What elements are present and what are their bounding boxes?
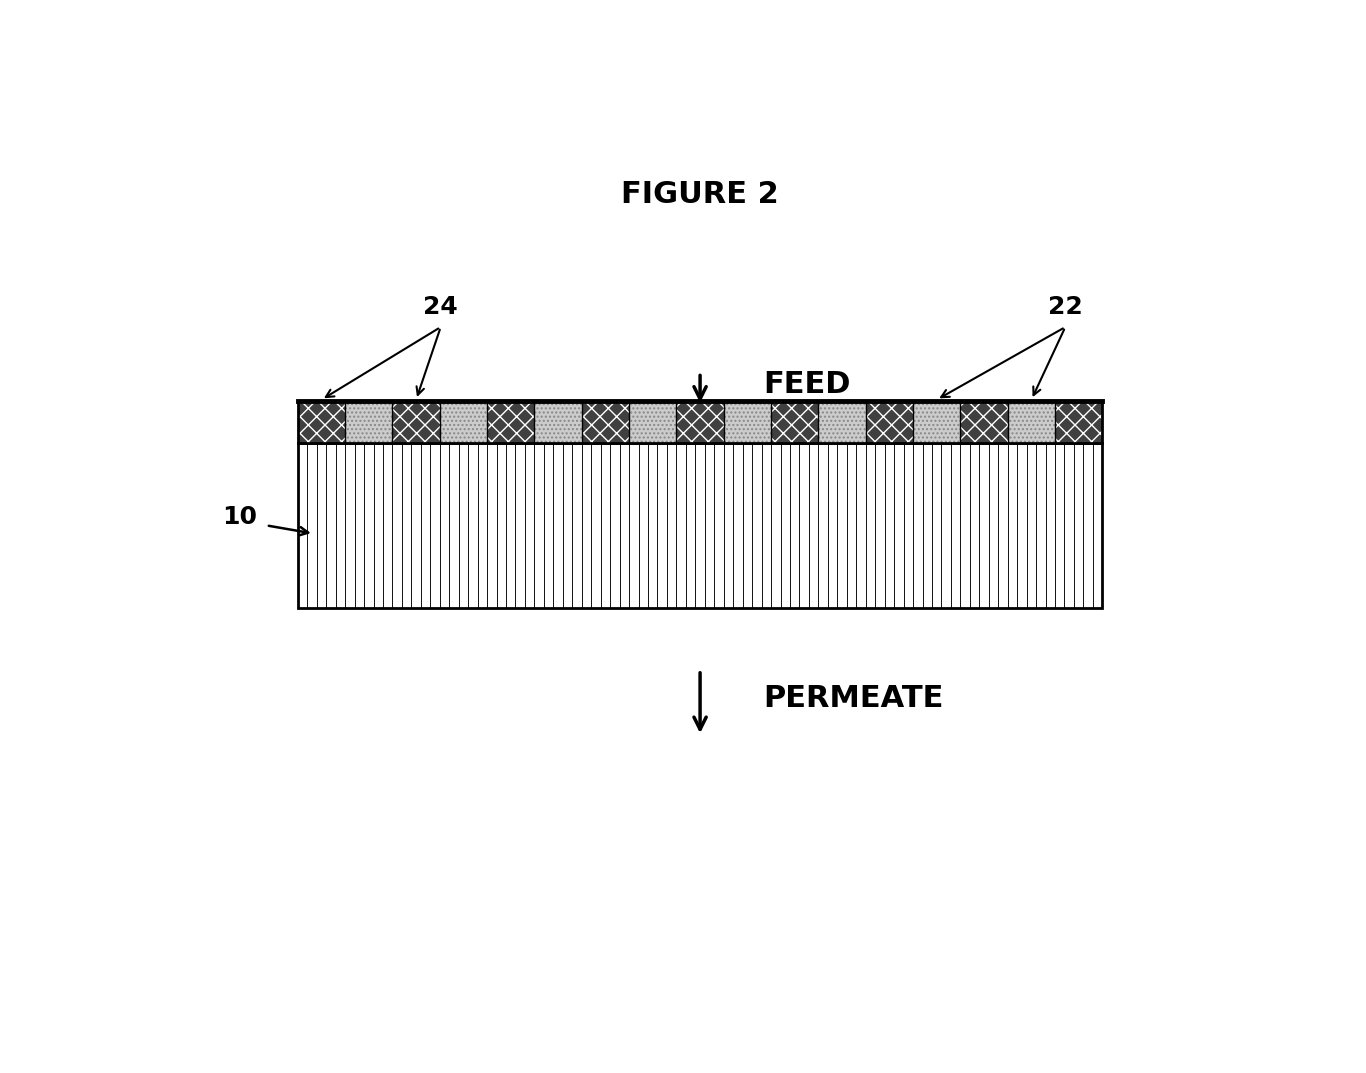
Text: 22: 22 [1048, 295, 1083, 319]
Bar [1055, 401, 1102, 443]
Bar [1008, 401, 1055, 443]
Bar [1055, 401, 1102, 443]
Bar [534, 401, 582, 443]
Text: FEED: FEED [764, 370, 851, 399]
Bar [818, 401, 866, 443]
Bar [298, 443, 1102, 608]
Bar [298, 401, 346, 443]
Bar [724, 401, 770, 443]
Text: FIGURE 2: FIGURE 2 [622, 180, 779, 209]
Bar [960, 401, 1008, 443]
Bar [960, 401, 1008, 443]
Bar [488, 401, 534, 443]
Bar [298, 443, 1102, 608]
Bar [534, 401, 582, 443]
Bar [440, 401, 488, 443]
Bar [346, 401, 392, 443]
Bar [770, 401, 818, 443]
Bar [676, 401, 724, 443]
Bar [298, 401, 346, 443]
Bar [866, 401, 912, 443]
Text: PERMEATE: PERMEATE [764, 685, 944, 714]
Bar [630, 401, 676, 443]
Bar [912, 401, 960, 443]
Bar [582, 401, 630, 443]
Text: 10: 10 [223, 505, 257, 529]
Bar [866, 401, 912, 443]
Bar [912, 401, 960, 443]
Text: 24: 24 [423, 295, 458, 319]
Bar [630, 401, 676, 443]
Bar [1008, 401, 1055, 443]
Bar [724, 401, 770, 443]
Bar [582, 401, 630, 443]
Bar [488, 401, 534, 443]
Bar [770, 401, 818, 443]
Bar [392, 401, 440, 443]
Bar [346, 401, 392, 443]
Bar [392, 401, 440, 443]
Bar [440, 401, 488, 443]
Bar [676, 401, 724, 443]
Bar [818, 401, 866, 443]
